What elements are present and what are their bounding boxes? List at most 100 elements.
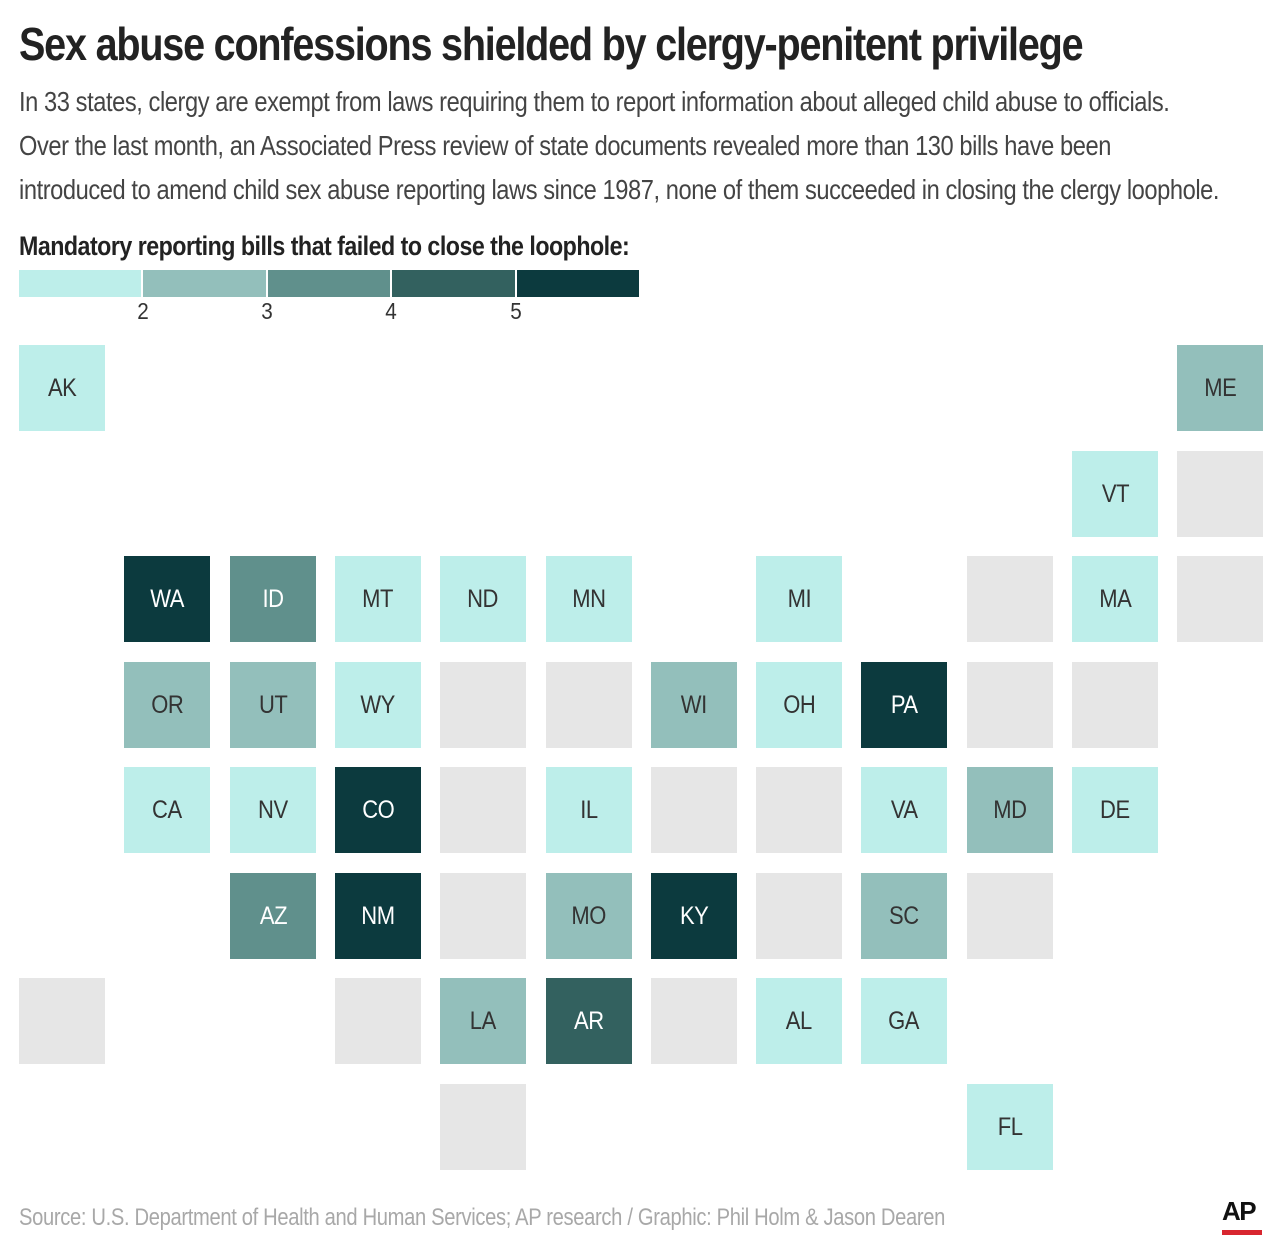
state-tile-wa: WA <box>124 556 210 642</box>
state-tile-mo: MO <box>546 873 632 959</box>
state-tile-id: ID <box>230 556 316 642</box>
ap-logo-text: AP <box>1222 1196 1264 1226</box>
state-tile-no-data <box>967 662 1053 748</box>
legend-swatch-1 <box>19 270 141 297</box>
legend-swatch-2 <box>143 270 265 297</box>
state-tile-no-data <box>967 873 1053 959</box>
state-tile-ky: KY <box>651 873 737 959</box>
state-label: MN <box>572 585 605 614</box>
legend-tick-label: 4 <box>373 294 409 328</box>
state-tile-no-data <box>440 662 526 748</box>
state-tile-or: OR <box>124 662 210 748</box>
state-label: MI <box>787 585 811 614</box>
ap-logo-bar <box>1222 1230 1262 1235</box>
state-tile-ga: GA <box>861 978 947 1064</box>
subtitle-line: Over the last month, an Associated Press… <box>19 124 1253 168</box>
subtitle-line: introduced to amend child sex abuse repo… <box>19 168 1253 212</box>
legend-swatch-5 <box>517 270 639 297</box>
state-label: AK <box>48 374 76 403</box>
state-tile-vt: VT <box>1072 451 1158 537</box>
state-tile-no-data <box>335 978 421 1064</box>
state-label: AZ <box>259 902 286 931</box>
state-tile-ma: MA <box>1072 556 1158 642</box>
state-label: AR <box>574 1007 604 1036</box>
state-label: GA <box>889 1007 920 1036</box>
legend-tick-label: 5 <box>498 294 534 328</box>
state-tile-al: AL <box>756 978 842 1064</box>
state-label: SC <box>889 902 919 931</box>
state-label: OR <box>151 691 183 720</box>
legend-tick-label: 3 <box>249 294 285 328</box>
state-label: ME <box>1204 374 1236 403</box>
state-tile-no-data <box>440 873 526 959</box>
state-tile-mt: MT <box>335 556 421 642</box>
state-tile-ca: CA <box>124 767 210 853</box>
state-label: MD <box>993 796 1026 825</box>
state-tile-ak: AK <box>19 345 105 431</box>
state-tile-no-data <box>651 767 737 853</box>
state-tile-no-data <box>546 662 632 748</box>
chart-title: Sex abuse confessions shielded by clergy… <box>19 14 1082 74</box>
legend-swatch-3 <box>268 270 390 297</box>
subtitle-line: In 33 states, clergy are exempt from law… <box>19 80 1253 124</box>
ap-logo: AP <box>1222 1196 1264 1238</box>
state-label: ND <box>468 585 499 614</box>
state-label: WY <box>361 691 396 720</box>
state-tile-no-data <box>756 873 842 959</box>
state-tile-nd: ND <box>440 556 526 642</box>
state-tile-ut: UT <box>230 662 316 748</box>
state-label: UT <box>259 691 287 720</box>
state-tile-az: AZ <box>230 873 316 959</box>
legend-title: Mandatory reporting bills that failed to… <box>19 226 629 266</box>
state-label: CO <box>362 796 394 825</box>
state-label: MO <box>572 902 607 931</box>
legend-color-scale <box>19 270 639 297</box>
state-tile-nm: NM <box>335 873 421 959</box>
state-label: NM <box>361 902 394 931</box>
state-tile-no-data <box>440 1084 526 1170</box>
state-tile-va: VA <box>861 767 947 853</box>
state-label: WA <box>150 585 184 614</box>
state-tile-ar: AR <box>546 978 632 1064</box>
state-label: DE <box>1100 796 1130 825</box>
state-tile-la: LA <box>440 978 526 1064</box>
state-label: WI <box>681 691 707 720</box>
state-tile-me: ME <box>1177 345 1263 431</box>
state-tile-sc: SC <box>861 873 947 959</box>
source-credit: Source: U.S. Department of Health and Hu… <box>19 1198 945 1238</box>
state-tile-no-data <box>1177 556 1263 642</box>
state-tile-nv: NV <box>230 767 316 853</box>
state-tile-no-data <box>651 978 737 1064</box>
state-tile-co: CO <box>335 767 421 853</box>
legend-tick-label: 2 <box>125 294 161 328</box>
state-label: VT <box>1101 480 1128 509</box>
state-tile-no-data <box>19 978 105 1064</box>
state-label: LA <box>470 1007 496 1036</box>
state-label: NV <box>258 796 288 825</box>
legend-swatch-4 <box>392 270 514 297</box>
state-tile-pa: PA <box>861 662 947 748</box>
state-tile-no-data <box>1177 451 1263 537</box>
state-tile-mi: MI <box>756 556 842 642</box>
state-tile-il: IL <box>546 767 632 853</box>
state-label: KY <box>680 902 708 931</box>
state-tile-no-data <box>967 556 1053 642</box>
state-label: IL <box>580 796 597 825</box>
state-label: PA <box>891 691 918 720</box>
state-tile-oh: OH <box>756 662 842 748</box>
state-tile-fl: FL <box>967 1084 1053 1170</box>
state-label: CA <box>152 796 182 825</box>
chart-subtitle: In 33 states, clergy are exempt from law… <box>19 80 1253 212</box>
state-label: MT <box>363 585 394 614</box>
state-tile-wy: WY <box>335 662 421 748</box>
state-tile-no-data <box>440 767 526 853</box>
state-label: MA <box>1099 585 1131 614</box>
state-tile-md: MD <box>967 767 1053 853</box>
state-tile-mn: MN <box>546 556 632 642</box>
state-tile-no-data <box>1072 662 1158 748</box>
state-tile-no-data <box>756 767 842 853</box>
state-label: AL <box>786 1007 812 1036</box>
state-label: VA <box>891 796 918 825</box>
state-label: OH <box>783 691 815 720</box>
state-tile-de: DE <box>1072 767 1158 853</box>
